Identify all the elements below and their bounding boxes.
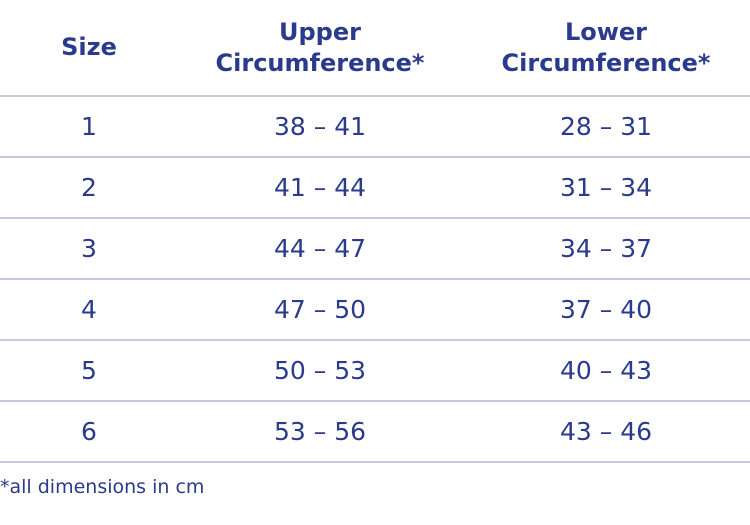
header-upper-circumference: Upper Circumference* [178, 0, 462, 95]
header-size-label: Size [61, 33, 117, 61]
table-row: 2 41 – 44 31 – 34 [0, 158, 750, 219]
upper-circumference-cell: 53 – 56 [273, 417, 367, 446]
header-size: Size [0, 0, 178, 95]
lower-circumference-cell: 43 – 46 [559, 417, 653, 446]
header-lower-circumference: Lower Circumference* [462, 0, 750, 95]
header-upper-line1: Upper [279, 17, 361, 46]
table-row: 4 47 – 50 37 – 40 [0, 280, 750, 341]
size-cell: 4 [81, 295, 97, 324]
upper-circumference-cell: 44 – 47 [273, 234, 367, 263]
size-cell: 1 [81, 112, 97, 141]
dimensions-footnote: *all dimensions in cm [0, 476, 205, 498]
lower-circumference-cell: 34 – 37 [559, 234, 653, 263]
upper-circumference-cell: 38 – 41 [273, 112, 367, 141]
table-row: 6 53 – 56 43 – 46 [0, 402, 750, 463]
table-header-row: Size Upper Circumference* Lower Circumfe… [0, 0, 750, 97]
lower-circumference-cell: 28 – 31 [559, 112, 653, 141]
table-row: 1 38 – 41 28 – 31 [0, 97, 750, 158]
header-lower-line1: Lower [564, 17, 648, 46]
size-cell: 5 [81, 356, 97, 385]
size-cell: 6 [81, 417, 97, 446]
upper-circumference-cell: 47 – 50 [273, 295, 367, 324]
upper-circumference-cell: 50 – 53 [273, 356, 367, 385]
lower-circumference-cell: 37 – 40 [559, 295, 653, 324]
size-cell: 3 [81, 234, 97, 263]
table-row: 3 44 – 47 34 – 37 [0, 219, 750, 280]
table-row: 5 50 – 53 40 – 43 [0, 341, 750, 402]
size-cell: 2 [81, 173, 97, 202]
lower-circumference-cell: 31 – 34 [559, 173, 653, 202]
lower-circumference-cell: 40 – 43 [559, 356, 653, 385]
header-upper-line2: Circumference* [215, 48, 425, 77]
upper-circumference-cell: 41 – 44 [273, 173, 367, 202]
header-lower-line2: Circumference* [501, 48, 711, 77]
